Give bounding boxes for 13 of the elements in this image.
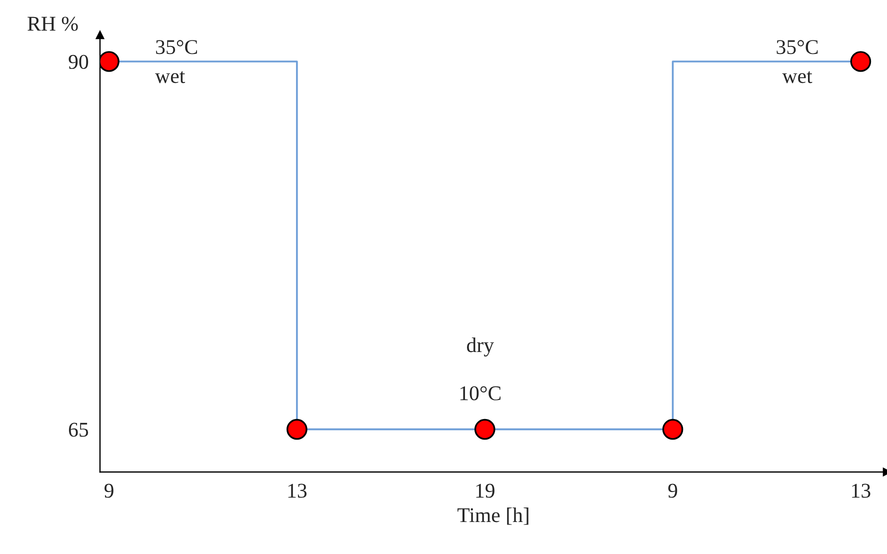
- annotation: 35°C wet: [155, 40, 197, 84]
- x-tick-label: 13: [288, 484, 307, 498]
- y-axis-title: RH %: [28, 16, 78, 31]
- x-tick-label: 13: [852, 484, 870, 498]
- y-tick-label: 90: [68, 54, 88, 69]
- x-tick-label: 9: [104, 484, 114, 498]
- x-tick-label: 9: [668, 484, 678, 498]
- annotation: 10°C: [460, 386, 501, 400]
- y-tick-label: 65: [68, 422, 88, 437]
- annotation: 35°C wet: [776, 40, 818, 84]
- x-axis-title: Time [h]: [458, 508, 528, 525]
- annotation: dry: [466, 338, 494, 356]
- x-tick-label: 19: [476, 484, 494, 498]
